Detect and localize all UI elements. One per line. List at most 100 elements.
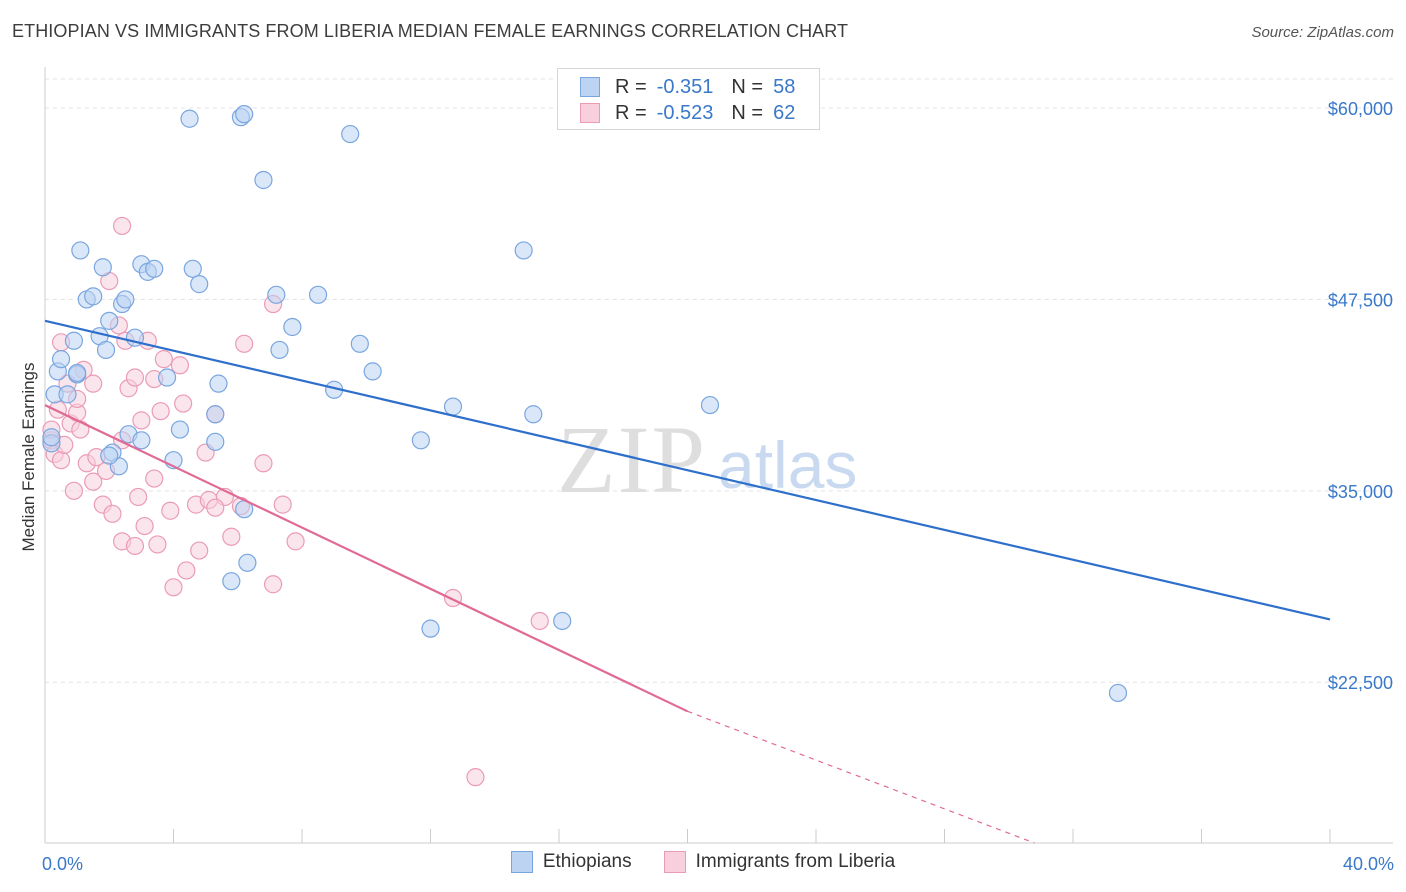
ethiopians-point <box>93 258 112 277</box>
series-ethiopians-points <box>42 105 1128 703</box>
ethiopians-point <box>308 285 328 304</box>
legend-swatch-liberia <box>663 851 686 873</box>
ethiopians-point <box>209 374 228 393</box>
y-tick-label: $22,500 <box>1328 673 1393 693</box>
liberia-point <box>286 532 305 551</box>
ethiopians-point <box>42 428 61 447</box>
ethiopians-point <box>170 420 190 439</box>
ethiopians-point <box>267 285 286 304</box>
ethiopians-point <box>96 340 116 360</box>
liberia-point <box>151 402 170 421</box>
legend-item-ethiopians[interactable]: Ethiopians <box>510 851 632 873</box>
legend-swatch-liberia <box>580 103 600 123</box>
source-credit: Source: ZipAtlas.com <box>1251 24 1394 41</box>
trend-lines <box>44 319 1331 844</box>
liberia-point <box>222 527 241 546</box>
liberia-trend-extension <box>687 710 1035 844</box>
legend-n-label: N = <box>731 75 764 98</box>
legend-label-ethiopians: Ethiopians <box>542 851 632 872</box>
ethiopians-point <box>51 350 71 369</box>
y-tick-label: $60,000 <box>1328 99 1393 119</box>
liberia-point <box>48 400 67 419</box>
ethiopians-point <box>350 334 369 353</box>
ethiopians-point <box>180 109 199 128</box>
liberia-point <box>170 356 190 375</box>
ethiopians-point <box>71 241 90 260</box>
ethiopians-point <box>183 259 202 278</box>
ethiopians-point <box>235 105 254 124</box>
x-tick-label-end: 40.0% <box>1343 854 1394 874</box>
ethiopians-point <box>68 363 87 383</box>
liberia-point <box>273 495 292 514</box>
liberia-point <box>125 368 145 387</box>
liberia-point <box>64 481 84 500</box>
y-axis-label: Median Female Earnings <box>19 363 38 552</box>
liberia-point <box>174 394 193 413</box>
liberia-point <box>263 575 283 594</box>
legend-r-label: R = <box>615 101 647 124</box>
ethiopians-point <box>700 395 720 415</box>
watermark: ZIP atlas <box>557 406 857 513</box>
legend-n-value-ethiopians: 58 <box>773 75 796 98</box>
y-tick-label: $47,500 <box>1328 290 1393 310</box>
ethiopians-point <box>100 311 119 330</box>
liberia-point <box>125 536 145 556</box>
liberia-point <box>161 501 180 520</box>
liberia-point <box>103 504 122 523</box>
ethiopians-trend-line <box>44 319 1331 621</box>
watermark-atlas: atlas <box>718 428 857 502</box>
watermark-zip: ZIP <box>557 406 707 513</box>
ethiopians-point <box>411 431 430 450</box>
liberia-point <box>190 541 209 560</box>
legend-label-liberia: Immigrants from Liberia <box>695 851 896 872</box>
chart-title: ETHIOPIAN VS IMMIGRANTS FROM LIBERIA MED… <box>12 21 849 41</box>
liberia-trend-line <box>44 404 688 713</box>
axis-labels: $22,500 $35,000 $47,500 $60,000 0.0% 40.0% <box>42 99 1394 874</box>
liberia-point <box>112 216 132 236</box>
series-legend: Ethiopians Immigrants from Liberia <box>0 851 1406 873</box>
liberia-point <box>164 578 183 597</box>
liberia-point <box>145 469 164 488</box>
ethiopians-point <box>524 405 543 424</box>
y-tick-label: $35,000 <box>1328 482 1393 502</box>
ethiopians-point <box>254 170 273 190</box>
ethiopians-point <box>363 362 382 381</box>
legend-swatch-ethiopians <box>510 851 533 873</box>
legend-r-value-liberia: -0.523 <box>656 101 714 124</box>
liberia-point <box>466 768 485 787</box>
ethiopians-point <box>341 124 360 144</box>
ethiopians-point <box>206 405 225 424</box>
ethiopians-point <box>145 259 164 278</box>
liberia-point <box>206 498 225 517</box>
ethiopians-point <box>206 432 225 451</box>
ethiopians-point <box>421 619 440 638</box>
liberia-point <box>235 334 254 353</box>
ethiopians-point <box>270 340 289 360</box>
legend-row-liberia: R = -0.523 N = 62 <box>580 102 795 124</box>
ethiopians-point <box>443 397 463 416</box>
ethiopians-point <box>58 385 77 404</box>
ethiopians-point <box>190 275 209 294</box>
liberia-point <box>129 487 148 507</box>
legend-item-liberia[interactable]: Immigrants from Liberia <box>663 851 896 873</box>
x-tick-label-start: 0.0% <box>42 854 83 874</box>
liberia-point <box>84 472 103 491</box>
liberia-point <box>148 535 167 554</box>
ethiopians-point <box>84 287 103 306</box>
ethiopians-point <box>238 553 257 572</box>
ethiopians-point <box>100 446 119 465</box>
liberia-point <box>51 451 71 470</box>
ethiopians-point <box>116 290 135 309</box>
liberia-point <box>154 350 173 369</box>
ethiopians-point <box>553 611 572 631</box>
legend-n-label: N = <box>731 101 764 124</box>
liberia-point <box>84 374 103 393</box>
liberia-point <box>132 411 151 430</box>
correlation-legend: R = -0.351 N = 58 R = -0.523 N = 62 <box>557 68 820 130</box>
legend-swatch-ethiopians <box>580 77 600 97</box>
axes <box>44 67 1393 844</box>
liberia-point <box>135 516 154 536</box>
ethiopians-point <box>64 331 84 350</box>
gridlines <box>45 78 1393 683</box>
